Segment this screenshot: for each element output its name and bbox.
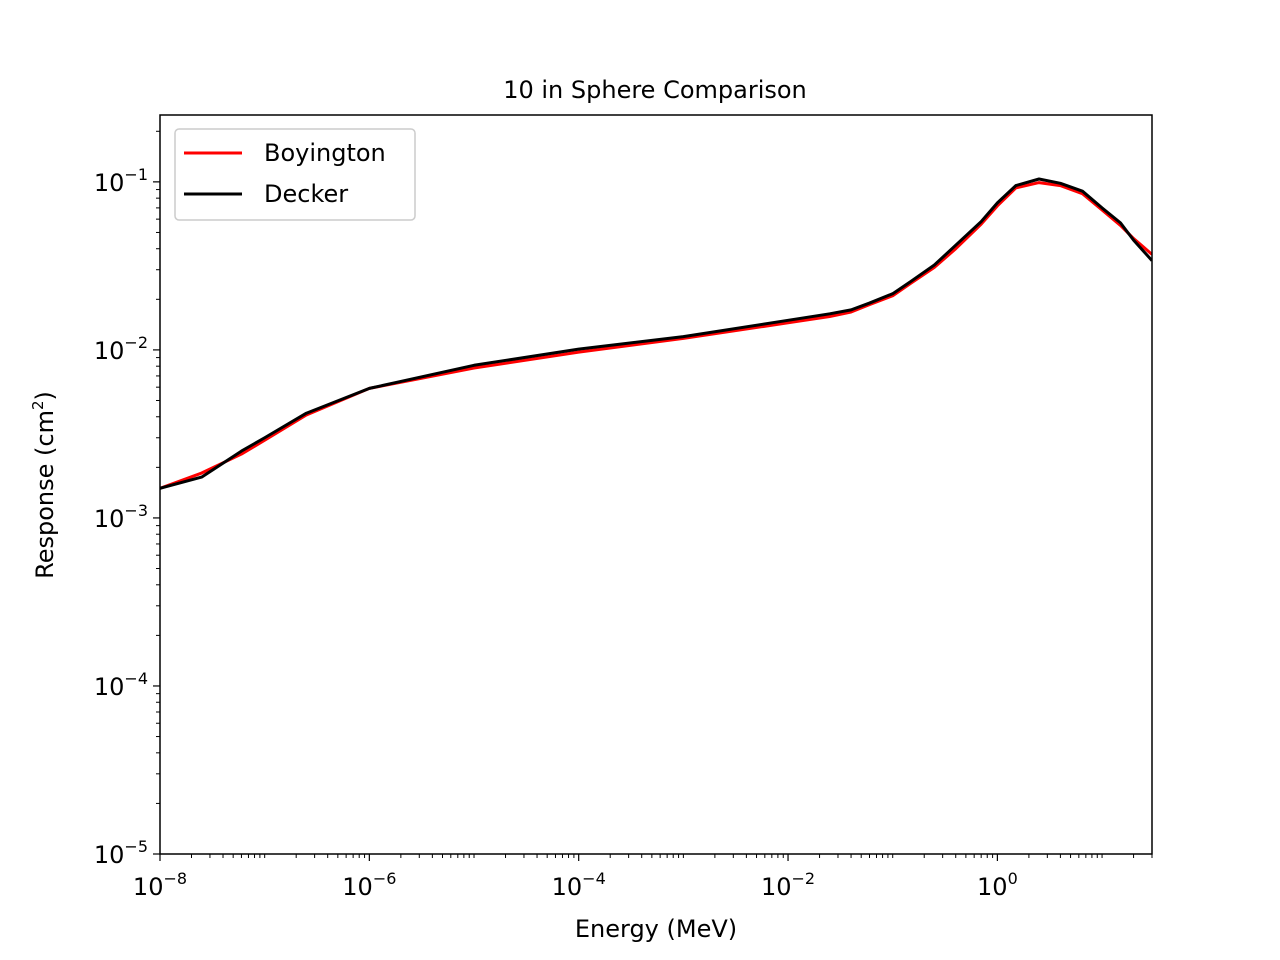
y-axis-label-close: ) [31, 391, 59, 400]
series-line-decker [160, 177, 1152, 490]
x-tick-label: 10−6 [342, 869, 396, 901]
x-tick-label: 10−8 [133, 869, 187, 901]
y-tick-label: 10−3 [94, 501, 148, 533]
legend-label-decker: Decker [264, 180, 348, 208]
legend-label-boyington: Boyington [264, 139, 386, 167]
x-axis-label: Energy (MeV) [575, 915, 737, 943]
x-tick-label: 100 [977, 869, 1018, 901]
x-tick-label: 10−4 [552, 869, 606, 901]
y-axis-label-base: Response (cm [31, 410, 59, 579]
y-tick-label: 10−4 [94, 669, 148, 701]
y-axis-label: Response (cm2) [29, 391, 59, 579]
chart-title: 10 in Sphere Comparison [503, 76, 807, 104]
x-tick-label: 10−2 [761, 869, 815, 901]
y-axis-label-superscript: 2 [29, 400, 47, 410]
tick-labels: 10−8 10−6 10−4 10−2 100 10−5 10−4 10−3 10−2 10−1 [94, 165, 1018, 901]
plot-frame [159, 114, 1153, 855]
legend: Boyington Decker [174, 128, 416, 221]
series-layer [160, 177, 1152, 490]
y-tick-label: 10−5 [94, 837, 148, 869]
y-tick-label: 10−1 [94, 165, 148, 197]
major-ticks [153, 181, 998, 861]
y-tick-label: 10−2 [94, 333, 148, 365]
